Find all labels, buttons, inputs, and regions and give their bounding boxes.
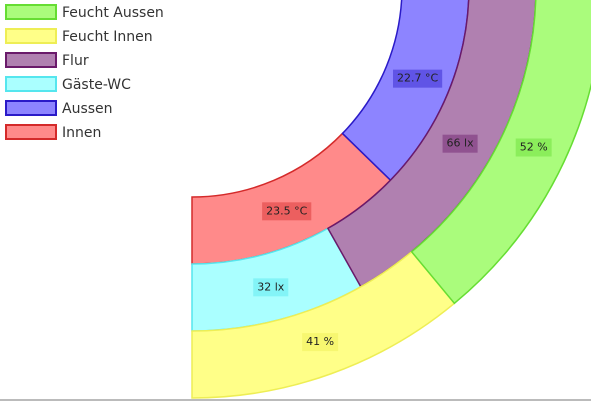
- value-label-bg: [393, 69, 443, 88]
- value-label-bg: [253, 278, 289, 297]
- legend-swatch: [5, 100, 57, 116]
- legend-label: Flur: [62, 53, 89, 69]
- value-label: 41 %: [306, 335, 334, 348]
- legend-swatch: [5, 28, 57, 44]
- legend-label: Feucht Aussen: [62, 5, 164, 21]
- value-label: 22.7 °C: [397, 72, 438, 85]
- legend-label: Gäste-WC: [62, 77, 131, 93]
- value-label: 52 %: [520, 141, 548, 154]
- legend-label: Aussen: [62, 101, 113, 117]
- legend-label: Innen: [62, 125, 101, 141]
- value-label-bg: [442, 134, 478, 153]
- legend-swatch: [5, 4, 57, 20]
- legend-swatch: [5, 124, 57, 140]
- legend-swatch: [5, 76, 57, 92]
- legend-swatch: [5, 52, 57, 68]
- value-label-bg: [302, 333, 339, 352]
- value-label-bg: [515, 138, 552, 157]
- legend-label: Feucht Innen: [62, 29, 153, 45]
- ring-segment: [410, 0, 591, 305]
- value-label: 66 lx: [447, 137, 475, 150]
- value-label: 32 lx: [257, 280, 285, 293]
- value-label-bg: [262, 202, 312, 221]
- value-label: 23.5 °C: [266, 204, 307, 217]
